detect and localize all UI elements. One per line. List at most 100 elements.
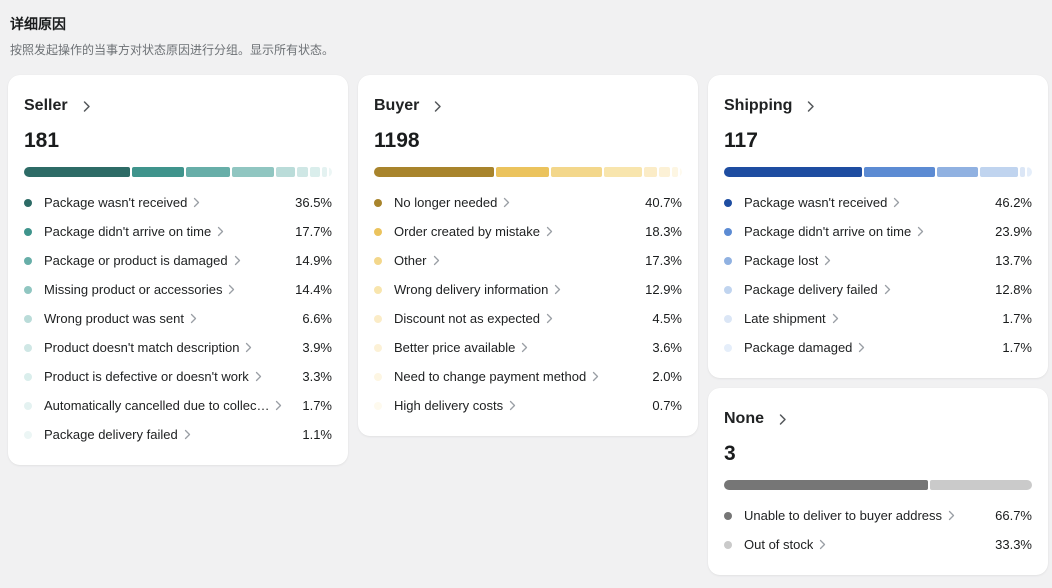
reason-row[interactable]: Package damaged 1.7% [724, 333, 1032, 362]
chevron-right-icon [246, 342, 252, 353]
card-title-link[interactable]: Buyer [374, 96, 682, 116]
legend-dot-icon [374, 401, 382, 410]
reason-row[interactable]: Package or product is damaged 14.9% [24, 246, 332, 275]
legend-dot-icon [24, 285, 32, 294]
reason-label: Unable to deliver to buyer address [744, 508, 943, 523]
chevron-right-icon [83, 100, 90, 112]
reason-row[interactable]: Order created by mistake 18.3% [374, 217, 682, 246]
reason-row[interactable]: Other 17.3% [374, 246, 682, 275]
reason-row[interactable]: Product is defective or doesn't work 3.3… [24, 362, 332, 391]
reason-row[interactable]: Discount not as expected 4.5% [374, 304, 682, 333]
reason-label: Package didn't arrive on time [44, 224, 212, 239]
reason-label: Package wasn't received [744, 195, 888, 210]
bar-segment [936, 167, 978, 177]
legend-dot-icon [374, 256, 382, 265]
reason-percent: 3.9% [302, 340, 332, 355]
legend-dot-icon [724, 540, 732, 549]
chevron-right-icon [859, 342, 865, 353]
bar-segment [24, 167, 131, 177]
reason-label: Automatically cancelled due to collec… [44, 398, 270, 413]
card-title-label: Buyer [374, 97, 420, 114]
reason-row[interactable]: Package didn't arrive on time 17.7% [24, 217, 332, 246]
card-title-link[interactable]: None [724, 409, 1032, 429]
card-count: 117 [724, 129, 758, 152]
reason-row[interactable]: Package delivery failed 12.8% [724, 275, 1032, 304]
legend-dot-icon [724, 256, 732, 265]
reason-row[interactable]: Better price available 3.6% [374, 333, 682, 362]
bar-segment [231, 167, 274, 177]
reason-label: Package delivery failed [44, 427, 178, 442]
card-none: None 3 Unable to deliver to buyer addres… [708, 388, 1048, 575]
bar-segment [275, 167, 295, 177]
chevron-right-icon [894, 197, 900, 208]
column-buyer: Buyer 1198 No longer needed 40.7% Order … [358, 75, 698, 436]
bar-segment [186, 167, 230, 177]
reason-row[interactable]: Late shipment 1.7% [724, 304, 1032, 333]
distribution-bar [724, 167, 1032, 177]
card-title-label: Seller [24, 97, 68, 114]
reason-row[interactable]: Wrong product was sent 6.6% [24, 304, 332, 333]
bar-segment [863, 167, 935, 177]
reason-row[interactable]: High delivery costs 0.7% [374, 391, 682, 420]
chevron-right-icon [194, 197, 200, 208]
reason-row[interactable]: Missing product or accessories 14.4% [24, 275, 332, 304]
reason-percent: 12.9% [645, 282, 682, 297]
chevron-right-icon [546, 313, 553, 324]
chevron-right-icon [509, 400, 516, 411]
bar-segment [930, 480, 1032, 490]
reason-row[interactable]: Automatically cancelled due to collec… 1… [24, 391, 332, 420]
chevron-right-icon [234, 255, 240, 266]
chevron-right-icon [884, 284, 890, 295]
reason-label: Better price available [394, 340, 516, 355]
bar-segment [644, 167, 658, 177]
reason-percent: 6.6% [302, 311, 332, 326]
reason-row[interactable]: Package delivery failed 1.1% [24, 420, 332, 449]
reason-label: No longer needed [394, 195, 498, 210]
reason-percent: 46.2% [995, 195, 1032, 210]
reason-row[interactable]: Wrong delivery information 12.9% [374, 275, 682, 304]
reason-row[interactable]: Package wasn't received 46.2% [724, 188, 1032, 217]
card-count: 181 [24, 129, 60, 152]
reason-percent: 0.7% [652, 398, 682, 413]
bar-segment [724, 480, 929, 490]
reason-row[interactable]: Package lost 13.7% [724, 246, 1032, 275]
legend-dot-icon [724, 227, 732, 236]
bar-segment [551, 167, 603, 177]
reason-label: Other [394, 253, 427, 268]
card-title-link[interactable]: Seller [24, 96, 332, 116]
reason-label: Package didn't arrive on time [744, 224, 912, 239]
chevron-right-icon [255, 371, 261, 382]
reason-row[interactable]: Out of stock 33.3% [724, 530, 1032, 559]
card-buyer: Buyer 1198 No longer needed 40.7% Order … [358, 75, 698, 436]
reason-label: Package lost [744, 253, 819, 268]
chevron-right-icon [218, 226, 224, 237]
reason-list: Package wasn't received 36.5% Package di… [24, 188, 332, 449]
reason-percent: 18.3% [645, 224, 682, 239]
legend-dot-icon [374, 198, 382, 207]
reason-label: High delivery costs [394, 398, 504, 413]
legend-dot-icon [374, 314, 382, 323]
legend-dot-icon [24, 401, 32, 410]
card-title-link[interactable]: Shipping [724, 96, 1032, 116]
bar-segment [604, 167, 643, 177]
legend-dot-icon [24, 343, 32, 352]
chevron-right-icon [522, 342, 528, 353]
bar-segment [132, 167, 185, 177]
chevron-right-icon [918, 226, 924, 237]
reason-row[interactable]: Package wasn't received 36.5% [24, 188, 332, 217]
reason-label: Missing product or accessories [44, 282, 223, 297]
reason-row[interactable]: No longer needed 40.7% [374, 188, 682, 217]
reason-label: Late shipment [744, 311, 826, 326]
reason-row[interactable]: Unable to deliver to buyer address 66.7% [724, 501, 1032, 530]
reason-row[interactable]: Product doesn't match description 3.9% [24, 333, 332, 362]
reason-row[interactable]: Package didn't arrive on time 23.9% [724, 217, 1032, 246]
distribution-bar [374, 167, 682, 177]
bar-segment [321, 167, 327, 177]
reason-percent: 3.3% [302, 369, 332, 384]
card-title-label: Shipping [724, 97, 793, 114]
cards-grid: Seller 181 Package wasn't received 36.5%… [8, 75, 1048, 575]
reason-row[interactable]: Need to change payment method 2.0% [374, 362, 682, 391]
legend-dot-icon [724, 198, 732, 207]
bar-segment [679, 167, 682, 177]
